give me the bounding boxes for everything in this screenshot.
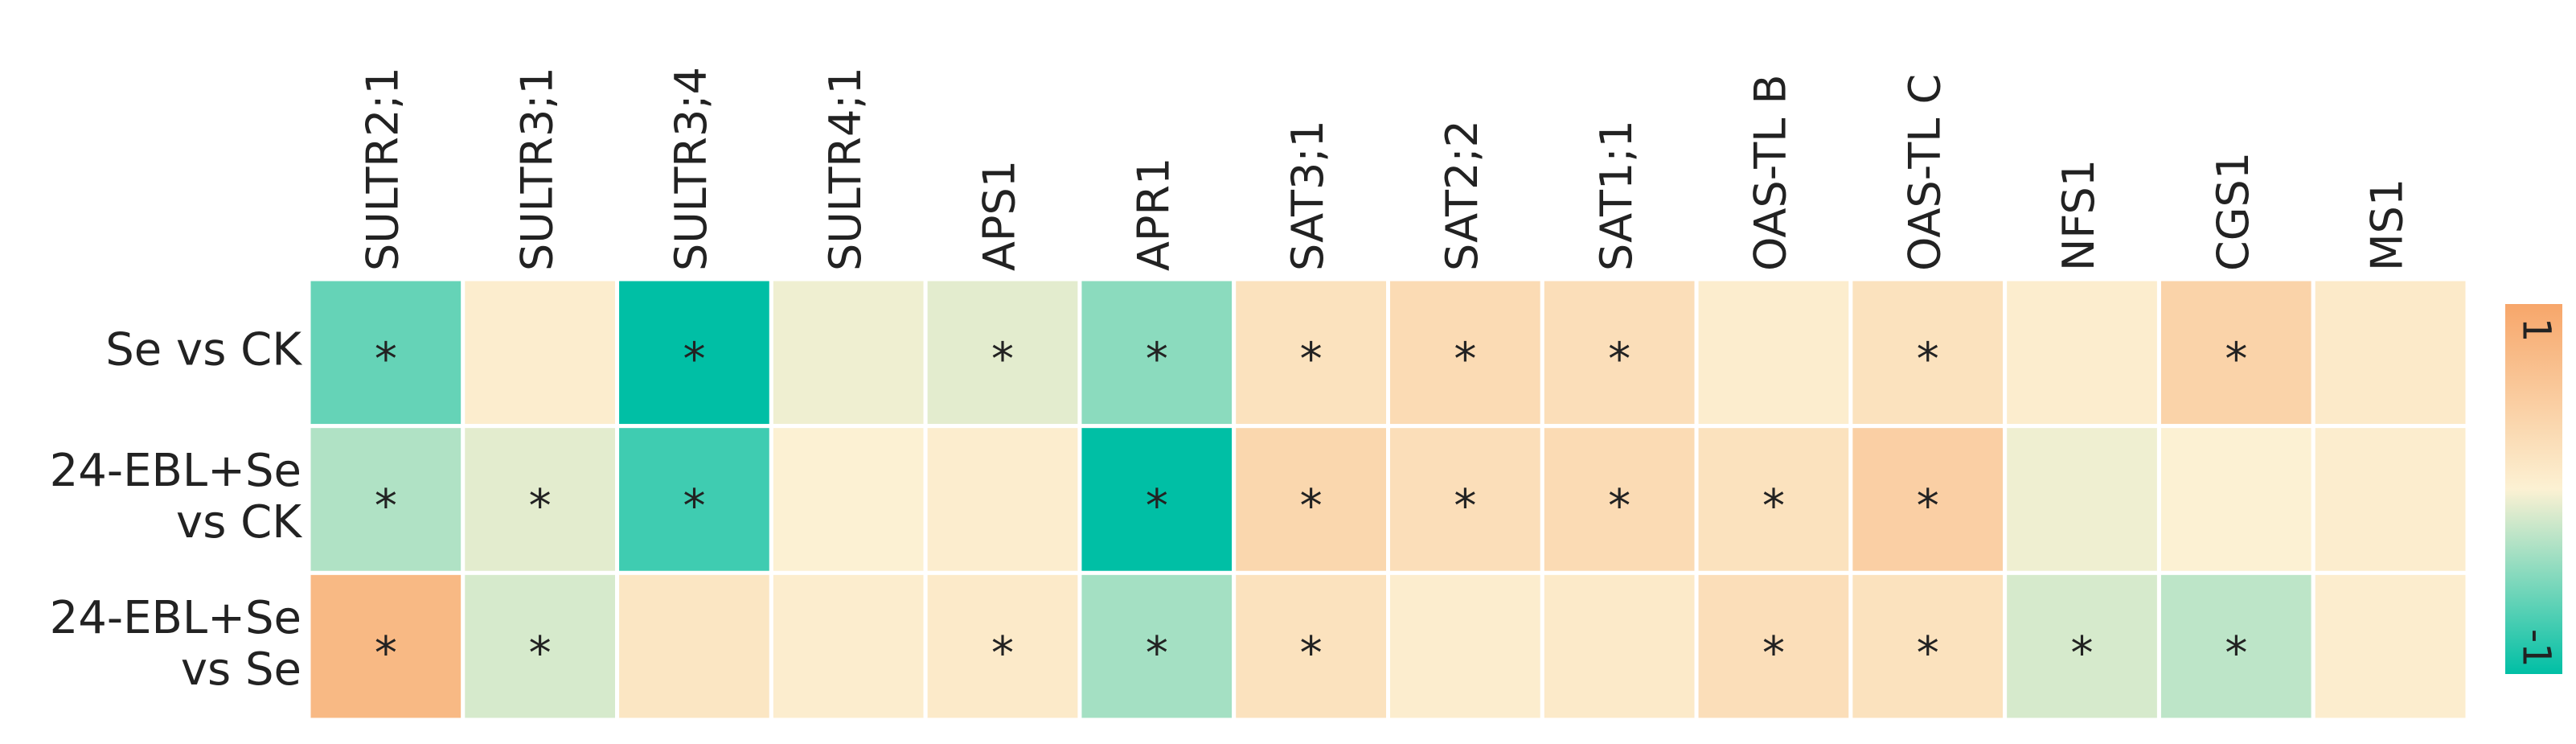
column-label: OAS-TL B: [1745, 74, 1796, 271]
heatmap-cell: [769, 570, 928, 722]
column-label: APR1: [1128, 158, 1179, 271]
significance-mark: *: [1608, 480, 1631, 532]
significance-mark: *: [529, 480, 552, 532]
significance-mark: *: [1454, 480, 1476, 532]
row-label: vs Se: [181, 643, 301, 696]
heatmap-cell: [923, 424, 1082, 575]
significance-mark: *: [1762, 480, 1785, 532]
heatmap-cell: [615, 570, 773, 722]
heatmap-cell: [2156, 424, 2316, 575]
heatmap-cell: [1232, 570, 1390, 722]
heatmap-cell: [1386, 277, 1544, 429]
colorbar: [2505, 304, 2562, 674]
significance-mark: *: [375, 627, 397, 680]
significance-mark: *: [375, 480, 397, 532]
significance-mark: *: [2225, 627, 2247, 680]
significance-mark: *: [1146, 627, 1168, 680]
heatmap-cell: [769, 277, 928, 429]
column-label: MS1: [2362, 179, 2413, 271]
heatmap-cell: [1694, 424, 1853, 575]
significance-mark: *: [1300, 333, 1323, 385]
heatmap-cell: [923, 570, 1082, 722]
significance-mark: *: [1608, 333, 1631, 385]
column-label: SAT2;2: [1437, 120, 1487, 271]
heatmap-cell: [1386, 570, 1544, 722]
heatmap-cell: [1848, 570, 2008, 722]
significance-mark: *: [1454, 333, 1476, 385]
significance-mark: *: [1762, 627, 1785, 680]
column-label: CGS1: [2208, 152, 2258, 271]
column-label: SAT3;1: [1282, 120, 1333, 271]
column-label: NFS1: [2053, 159, 2104, 271]
significance-mark: *: [1146, 333, 1168, 385]
colorbar-tick-label: -1: [2514, 629, 2559, 668]
row-label: 24-EBL+Se: [50, 592, 301, 644]
heatmap-cell: [306, 570, 466, 722]
heatmap-cell: [461, 277, 620, 429]
heatmap-cell: [461, 570, 620, 722]
colorbar-tick-label: 1: [2514, 318, 2559, 343]
heatmap-cell: [2003, 277, 2161, 429]
significance-mark: *: [991, 627, 1014, 680]
heatmap-cell: [615, 277, 773, 429]
heatmap-cell: [615, 424, 773, 575]
significance-mark: *: [991, 333, 1014, 385]
heatmap-cell: [2311, 277, 2470, 429]
heatmap-cell: [2311, 424, 2470, 575]
heatmap-cell: [1077, 570, 1237, 722]
heatmap-cell: [2311, 570, 2470, 722]
significance-mark: *: [2225, 333, 2247, 385]
significance-mark: *: [1917, 480, 1939, 532]
heatmap-cell: [1848, 424, 2008, 575]
row-label: 24-EBL+Se: [50, 445, 301, 497]
heatmap-cell: [2156, 570, 2316, 722]
significance-mark: *: [683, 480, 705, 532]
heatmap-cell: [1232, 424, 1390, 575]
heatmap-cell: [2003, 424, 2161, 575]
significance-mark: *: [1917, 333, 1939, 385]
heatmap-cell: [1694, 277, 1853, 429]
heatmap-cell: [1540, 570, 1699, 722]
heatmap-cell: [769, 424, 928, 575]
heatmap-cell: [1540, 424, 1699, 575]
significance-mark: *: [1300, 480, 1323, 532]
column-label: SAT1;1: [1591, 120, 1642, 271]
row-label: Se vs CK: [105, 323, 302, 376]
column-label: SULTR3;1: [511, 67, 562, 271]
column-label: OAS-TL C: [1899, 74, 1950, 271]
column-label: SULTR3;4: [666, 67, 716, 271]
column-label: APS1: [974, 160, 1025, 271]
heatmap-cell: [306, 424, 466, 575]
column-label: SULTR2;1: [358, 67, 408, 271]
significance-mark: *: [375, 333, 397, 385]
significance-mark: *: [529, 627, 552, 680]
heatmap-cell: [1848, 277, 2008, 429]
significance-mark: *: [1300, 627, 1323, 680]
significance-mark: *: [2071, 627, 2094, 680]
column-label: SULTR4;1: [820, 67, 871, 271]
significance-mark: *: [1146, 480, 1168, 532]
significance-mark: *: [1917, 627, 1939, 680]
heatmap-cell: [306, 277, 466, 429]
row-label: vs CK: [176, 496, 302, 549]
significance-mark: *: [683, 333, 705, 385]
